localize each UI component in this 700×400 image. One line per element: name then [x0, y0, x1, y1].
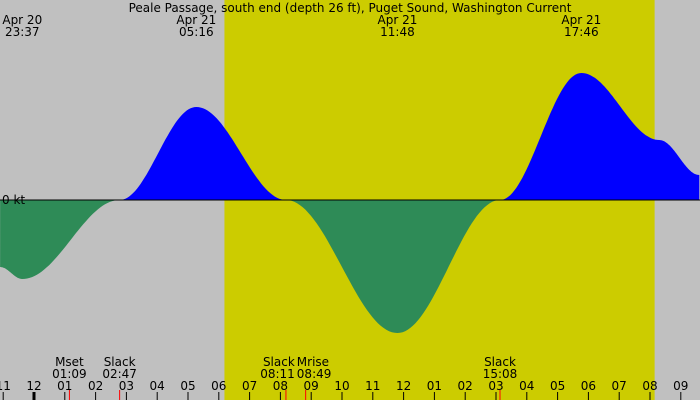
x-tick-label: 05 — [550, 379, 565, 393]
x-tick-label: 05 — [180, 379, 195, 393]
ebb-area-0 — [0, 200, 120, 279]
event-time: 02:47 — [102, 367, 137, 381]
x-tick-label: 03 — [488, 379, 503, 393]
x-tick-label: 12 — [396, 379, 411, 393]
event-time: 15:08 — [483, 367, 518, 381]
x-tick-label: 03 — [119, 379, 134, 393]
event-label: Slack — [263, 355, 295, 369]
event-time: 08:49 — [297, 367, 332, 381]
event-time: 08:11 — [260, 367, 295, 381]
x-tick-label: 09 — [304, 379, 319, 393]
peak-date-label: Apr 20 — [2, 13, 42, 27]
event-label: Slack — [484, 355, 516, 369]
x-tick-label: 07 — [612, 379, 627, 393]
x-tick-label: 11 — [365, 379, 380, 393]
event-label: Mset — [55, 355, 84, 369]
flood-area-3 — [500, 73, 700, 200]
peak-time-label: 23:37 — [5, 25, 40, 39]
ebb-area-2 — [288, 200, 501, 333]
flood-area-1 — [119, 107, 289, 200]
x-tick-label: 01 — [57, 379, 72, 393]
x-tick-label: 07 — [242, 379, 257, 393]
x-tick-label: 10 — [334, 379, 349, 393]
x-tick-label: 02 — [88, 379, 103, 393]
x-tick-label: 11 — [0, 379, 11, 393]
x-tick-label: 04 — [150, 379, 165, 393]
x-tick-label: 12 — [26, 379, 41, 393]
zero-label: 0 kt — [2, 193, 25, 207]
x-tick-label: 02 — [458, 379, 473, 393]
event-label: Slack — [104, 355, 136, 369]
peak-time-label: 05:16 — [179, 25, 214, 39]
peak-time-label: 11:48 — [380, 25, 415, 39]
x-tick-label: 08 — [273, 379, 288, 393]
chart-title: Peale Passage, south end (depth 26 ft), … — [129, 1, 572, 15]
x-tick-label: 06 — [581, 379, 596, 393]
peak-time-label: 17:46 — [564, 25, 599, 39]
x-tick-label: 09 — [673, 379, 688, 393]
x-tick-label: 06 — [211, 379, 226, 393]
x-tick-label: 01 — [427, 379, 442, 393]
x-tick-label: 04 — [519, 379, 534, 393]
peak-date-label: Apr 21 — [176, 13, 216, 27]
peak-date-label: Apr 21 — [561, 13, 601, 27]
event-time: 01:09 — [52, 367, 87, 381]
x-tick-label: 08 — [642, 379, 657, 393]
peak-date-label: Apr 21 — [378, 13, 418, 27]
event-label: Mrise — [297, 355, 329, 369]
